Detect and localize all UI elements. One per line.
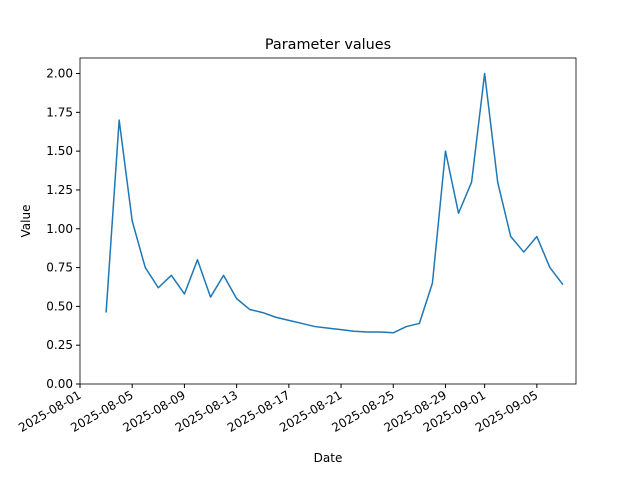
y-tick-label: 1.00 bbox=[46, 222, 73, 236]
y-tick-label: 0.75 bbox=[46, 261, 73, 275]
y-tick-label: 0.50 bbox=[46, 299, 73, 313]
y-tick-label: 1.25 bbox=[46, 183, 73, 197]
y-tick-label: 2.00 bbox=[46, 67, 73, 81]
data-line bbox=[105, 72, 564, 334]
y-tick-label: 1.75 bbox=[46, 105, 73, 119]
y-axis-label: Value bbox=[19, 205, 33, 238]
y-tick-label: 1.50 bbox=[46, 144, 73, 158]
y-tick-label: 0.25 bbox=[46, 338, 73, 352]
x-axis-label: Date bbox=[314, 451, 343, 465]
plot-frame bbox=[79, 57, 577, 385]
chart-title: Parameter values bbox=[265, 37, 391, 53]
y-tick-label: 0.00 bbox=[46, 377, 73, 391]
